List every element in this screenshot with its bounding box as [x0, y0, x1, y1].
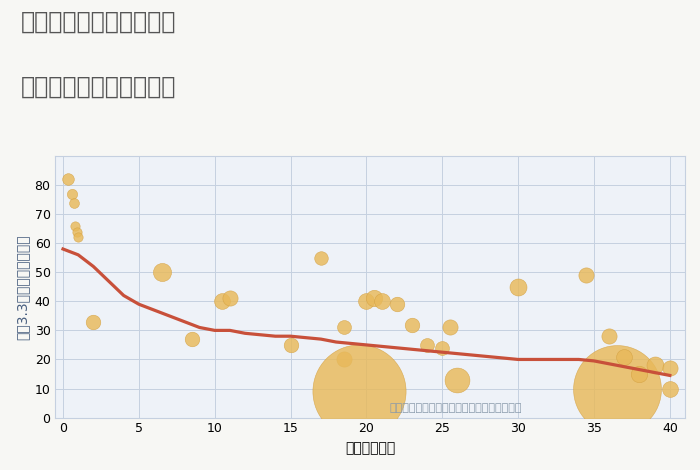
Point — [354, 388, 365, 395]
Point — [224, 295, 235, 302]
Point — [406, 321, 417, 329]
Point — [217, 298, 228, 305]
Point — [664, 364, 676, 372]
Point — [649, 361, 660, 369]
Point — [611, 385, 622, 392]
Point — [391, 300, 402, 308]
Point — [634, 370, 645, 378]
Text: 三重県松阪市小舟江町の: 三重県松阪市小舟江町の — [21, 9, 176, 33]
Point — [66, 190, 78, 197]
Point — [437, 344, 448, 352]
Text: 円の大きさは、取引のあった物件面積を示す: 円の大きさは、取引のあった物件面積を示す — [389, 403, 522, 413]
X-axis label: 築年数（年）: 築年数（年） — [345, 441, 396, 455]
Point — [156, 268, 167, 276]
Point — [88, 318, 99, 325]
Point — [285, 341, 296, 349]
Point — [338, 356, 349, 363]
Point — [71, 228, 83, 235]
Point — [452, 376, 463, 384]
Point — [512, 283, 524, 290]
Point — [360, 298, 372, 305]
Point — [444, 324, 456, 331]
Point — [376, 298, 387, 305]
Point — [69, 222, 80, 229]
Point — [368, 295, 379, 302]
Point — [338, 324, 349, 331]
Point — [664, 385, 676, 392]
Y-axis label: 坪（3.3㎡）単価（万円）: 坪（3.3㎡）単価（万円） — [15, 234, 29, 340]
Point — [68, 199, 79, 206]
Text: 築年数別中古戸建て価格: 築年数別中古戸建て価格 — [21, 75, 176, 99]
Point — [73, 234, 84, 241]
Point — [619, 353, 630, 360]
Point — [62, 175, 74, 183]
Point — [581, 271, 592, 279]
Point — [315, 254, 326, 261]
Point — [186, 336, 197, 343]
Point — [421, 341, 433, 349]
Point — [603, 332, 615, 340]
